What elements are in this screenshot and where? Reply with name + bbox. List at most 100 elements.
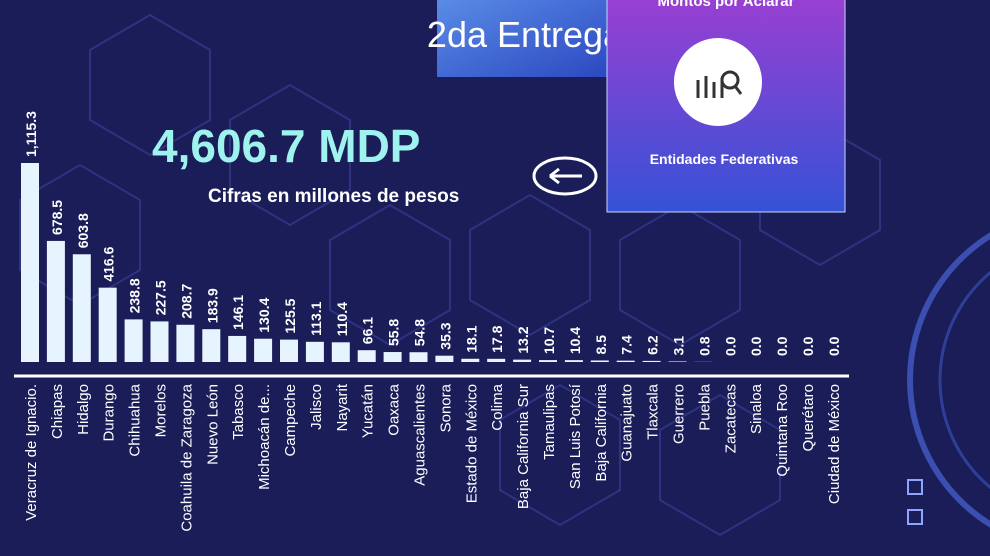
value-label: 55.8 [386, 319, 402, 346]
value-label: 0.0 [748, 336, 764, 356]
value-label: 35.3 [437, 322, 453, 349]
value-label: 13.2 [515, 326, 531, 353]
bar [590, 360, 609, 362]
value-label: 0.0 [800, 336, 816, 356]
bar [642, 360, 661, 362]
value-label: 0.0 [774, 336, 790, 356]
x-tick-label: Estado de México [463, 384, 480, 503]
value-label: 17.8 [489, 325, 505, 352]
bar [383, 352, 402, 362]
value-label: 130.4 [256, 297, 272, 332]
x-tick-label: Campeche [282, 384, 299, 457]
value-label: 66.1 [360, 317, 376, 344]
x-tick-label: Guerrero [671, 384, 688, 444]
value-label: 8.5 [593, 335, 609, 355]
bar [254, 338, 273, 362]
back-button[interactable] [532, 156, 598, 196]
value-label: 113.1 [308, 301, 324, 335]
x-tick-label: Tamaulipas [541, 384, 558, 460]
x-tick-label: Sinaloa [748, 383, 765, 434]
value-label: 0.0 [722, 336, 738, 356]
bar [487, 358, 506, 362]
card-title: Montos por Aclarar [658, 0, 795, 10]
value-label: 125.5 [282, 298, 298, 333]
bar [124, 319, 143, 362]
value-label: 146.1 [230, 295, 246, 330]
x-tick-label: Oaxaca [386, 383, 403, 435]
bar [98, 287, 117, 362]
value-label: 6.2 [645, 335, 661, 355]
x-tick-label: Aguascalientes [412, 384, 429, 486]
bar [150, 321, 169, 362]
bar [176, 324, 195, 362]
x-tick-label: Baja California [593, 383, 610, 481]
x-tick-label: Quintana Roo [774, 384, 791, 477]
x-tick-label: Baja California Sur [515, 384, 532, 509]
value-label: 238.8 [127, 278, 143, 313]
x-tick-label: Ciudad de México [826, 384, 843, 504]
x-tick-label: Jalisco [308, 384, 325, 430]
value-label: 227.5 [153, 280, 169, 315]
x-tick-label: Coahuila de Zaragoza [178, 383, 195, 531]
value-label: 603.8 [75, 213, 91, 248]
chart-subtitle: Cifras en millones de pesos [208, 186, 459, 207]
bar [46, 240, 65, 362]
x-tick-label: Chihuahua [127, 383, 144, 456]
x-tick-label: San Luis Potosí [567, 383, 584, 489]
x-tick-label: Yucatán [360, 384, 377, 438]
x-tick-label: Tabasco [230, 384, 247, 440]
x-tick-label: Tlaxcala [645, 383, 662, 440]
value-label: 18.1 [463, 325, 479, 352]
x-tick-label: Morelos [153, 384, 170, 437]
bar [616, 360, 635, 362]
card-label: Entidades Federativas [650, 151, 799, 167]
value-label: 54.8 [412, 319, 428, 346]
bar [280, 339, 298, 362]
bar [539, 360, 557, 362]
icon-glyph [696, 70, 743, 98]
bar [72, 254, 91, 362]
value-label: 208.7 [178, 284, 194, 319]
x-tick-label: Querétaro [800, 384, 817, 452]
value-label: 1,115.3 [23, 111, 39, 157]
value-label: 0.8 [696, 336, 712, 356]
value-label: 7.4 [619, 335, 635, 355]
bar [513, 359, 532, 362]
badge-text: 2da Entrega [427, 14, 624, 55]
value-label: 110.4 [334, 302, 350, 336]
bar [409, 352, 428, 362]
bar [461, 358, 480, 362]
bar [564, 360, 583, 362]
value-label: 0.0 [826, 336, 842, 356]
x-tick-label: Zacatecas [722, 384, 739, 453]
bar [331, 342, 350, 362]
value-label: 10.7 [541, 327, 557, 354]
bar [21, 163, 39, 362]
value-label: 678.5 [49, 200, 65, 235]
bar [668, 361, 687, 362]
x-tick-label: Nuevo León [204, 384, 221, 465]
x-tick-label: Michoacán de... [256, 384, 273, 490]
x-tick-label: Veracruz de Ignacio. [23, 384, 40, 521]
x-tick-label: Sonora [437, 383, 454, 432]
value-label: 183.9 [204, 288, 220, 323]
x-tick-label: Durango [101, 384, 118, 442]
card-icon [674, 38, 762, 126]
badge [437, 0, 613, 77]
x-tick-label: Nayarit [334, 383, 351, 431]
bar [228, 335, 247, 362]
value-label: 10.4 [567, 327, 583, 354]
value-label: 416.6 [101, 246, 117, 281]
chart-title: 4,606.7 MDP [152, 120, 420, 172]
bar [435, 355, 454, 362]
bar [305, 341, 324, 362]
x-tick-label: Chiapas [49, 384, 66, 439]
x-tick-label: Puebla [696, 383, 713, 430]
value-label: 3.1 [671, 336, 687, 356]
bar [357, 350, 376, 362]
back-arrow [549, 167, 582, 185]
bar [202, 329, 221, 362]
x-tick-label: Colima [489, 383, 506, 430]
